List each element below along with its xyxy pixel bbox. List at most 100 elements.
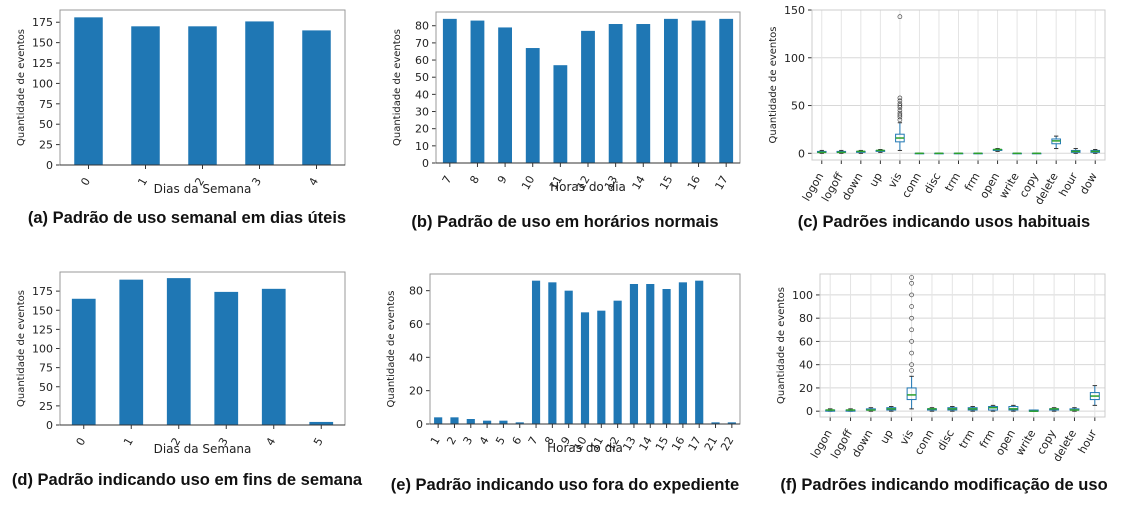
- plot-frame: [59, 271, 346, 426]
- y-tick-label: 70: [415, 37, 429, 50]
- bar: [608, 24, 623, 163]
- caption: (d) Padrão indicando uso em fins de sema…: [11, 471, 363, 489]
- y-axis-label: Quantidade de eventos: [386, 290, 397, 407]
- x-tick-label: 14: [630, 173, 648, 192]
- x-tick-label: write: [997, 170, 1022, 201]
- bar: [442, 18, 457, 164]
- x-tick-label: 14: [637, 434, 655, 453]
- x-tick-label: 9: [495, 173, 510, 186]
- flier: [909, 350, 914, 356]
- x-axis-label: Dias da Semana: [154, 442, 252, 456]
- x-tick-label: 7: [440, 173, 455, 186]
- x-tick-label: 7: [526, 434, 541, 447]
- flier: [909, 368, 914, 373]
- plot-frame: [819, 273, 1106, 418]
- flier: [897, 112, 903, 118]
- bar: [553, 65, 568, 163]
- bar: [245, 21, 274, 166]
- y-tick-label: 125: [32, 323, 53, 336]
- bar: [664, 18, 678, 164]
- x-tick-label: 10: [519, 173, 537, 192]
- bar: [597, 310, 606, 424]
- bar: [691, 20, 706, 164]
- x-tick-label: 3: [249, 175, 264, 188]
- flier: [909, 292, 914, 298]
- x-tick-label: 17: [713, 173, 731, 192]
- y-tick-label: 0: [422, 157, 429, 170]
- bar: [71, 298, 96, 425]
- x-tick-label: 1: [121, 435, 136, 448]
- y-tick-label: 100: [784, 52, 805, 65]
- x-tick-label: 15: [657, 173, 675, 192]
- plot-frame: [811, 9, 1106, 161]
- y-tick-label: 20: [415, 123, 429, 136]
- bar: [188, 26, 217, 165]
- x-tick-label: 1: [428, 434, 443, 447]
- x-axis-label: Dias da Semana: [154, 182, 252, 196]
- y-tick-label: 175: [32, 285, 53, 298]
- bar: [711, 422, 720, 424]
- bar: [434, 417, 443, 424]
- bar: [131, 26, 160, 165]
- caption: (f) Padrões indicando modificação de uso: [780, 476, 1108, 494]
- x-tick-label: 0: [78, 175, 93, 188]
- bar: [119, 279, 144, 425]
- y-tick-label: 100: [32, 77, 53, 90]
- x-tick-label: up: [878, 427, 896, 446]
- bar: [166, 278, 191, 425]
- x-tick-label: dow: [1077, 170, 1100, 196]
- bar: [499, 420, 508, 424]
- y-tick-label: 80: [799, 312, 813, 325]
- y-tick-label: 60: [415, 54, 429, 67]
- bar: [719, 18, 734, 164]
- y-tick-label: 125: [32, 57, 53, 70]
- x-tick-label: vis: [897, 427, 916, 447]
- caption: (a) Padrão de uso semanal em dias úteis: [27, 209, 347, 227]
- y-tick-label: 80: [415, 20, 429, 33]
- bar: [662, 289, 671, 424]
- x-tick-label: 5: [493, 434, 508, 447]
- y-tick-label: 25: [39, 139, 53, 152]
- bar: [613, 300, 622, 424]
- x-tick-label: 15: [653, 434, 671, 453]
- y-tick-label: 150: [784, 4, 805, 17]
- flier: [909, 281, 914, 286]
- y-tick-label: 10: [415, 140, 429, 153]
- y-tick-label: 100: [32, 343, 53, 356]
- x-tick-label: 4: [306, 175, 321, 188]
- box: [906, 387, 917, 401]
- y-axis-label: Quantidade de eventos: [776, 287, 787, 404]
- flier: [909, 304, 914, 309]
- x-tick-label: hour: [1076, 427, 1100, 456]
- flier: [909, 339, 914, 344]
- x-tick-label: 8: [467, 173, 482, 186]
- x-tick-label: hour: [1056, 170, 1080, 199]
- y-tick-label: 60: [409, 318, 423, 331]
- x-tick-label: 10: [571, 434, 589, 453]
- x-tick-label: 13: [620, 434, 638, 453]
- bar: [564, 290, 573, 424]
- x-tick-label: 21: [702, 434, 720, 453]
- bar: [580, 312, 590, 424]
- bar: [450, 417, 459, 424]
- x-tick-label: trm: [942, 170, 963, 193]
- x-tick-label: down: [839, 170, 865, 202]
- y-axis-label: Quantidade de eventos: [16, 29, 27, 146]
- flier: [897, 103, 903, 108]
- y-tick-label: 0: [806, 405, 813, 418]
- y-tick-label: 0: [46, 159, 53, 172]
- flier: [897, 110, 903, 116]
- y-tick-label: 75: [39, 98, 53, 111]
- y-tick-label: 175: [32, 16, 53, 29]
- x-tick-label: 12: [604, 434, 622, 453]
- x-tick-label: conn: [912, 427, 937, 457]
- flier: [909, 275, 914, 280]
- y-tick-label: 30: [415, 106, 429, 119]
- x-tick-label: 16: [685, 173, 703, 192]
- bar: [629, 284, 639, 424]
- bar: [74, 17, 103, 166]
